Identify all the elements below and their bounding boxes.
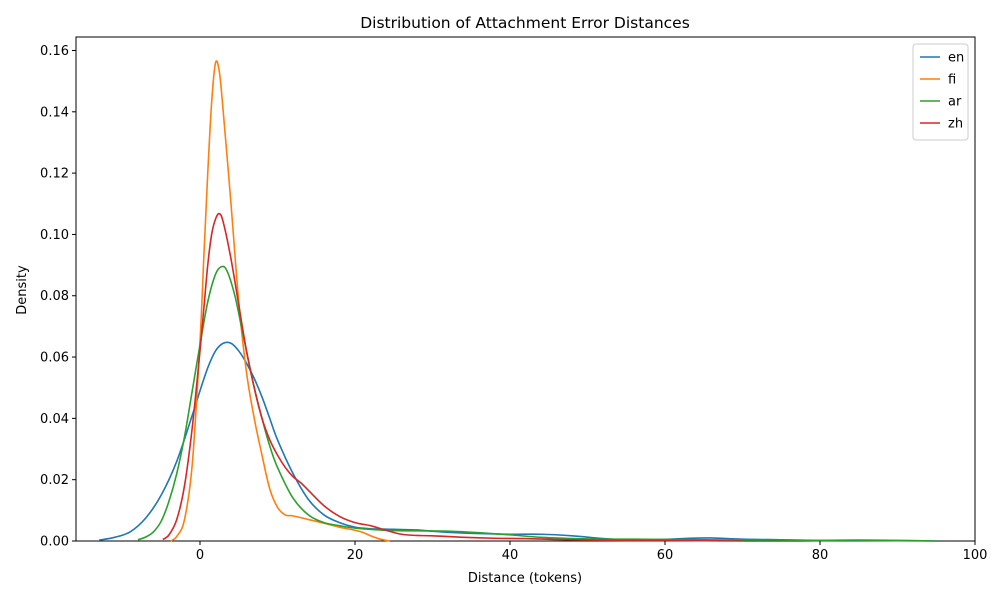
y-tick-label: 0.08 — [40, 289, 69, 304]
x-axis-title: Distance (tokens) — [468, 571, 582, 586]
legend-label-zh: zh — [948, 117, 963, 132]
x-tick-label: 60 — [657, 548, 674, 563]
legend-label-fi: fi — [948, 73, 956, 88]
legend-box — [912, 43, 969, 141]
x-tick-label: 80 — [812, 548, 829, 563]
x-tick-label: 100 — [963, 548, 988, 563]
x-axis: 0 20 40 60 80 100 — [196, 541, 988, 563]
y-tick-label: 0.14 — [40, 105, 69, 120]
x-tick-label: 20 — [347, 548, 364, 563]
series-line-en — [99, 341, 937, 542]
series-line-fi — [170, 60, 391, 542]
y-axis: 0.00 0.02 0.04 0.06 0.08 0.10 0.12 0.14 0.16 — [40, 44, 76, 550]
y-tick-label: 0.10 — [40, 228, 69, 243]
plot-area: 0 20 40 60 80 100 0.00 0.02 0.04 0.06 0.08 0.10 0.1… — [40, 36, 988, 563]
y-tick-label: 0.06 — [40, 351, 69, 366]
y-tick-label: 0.04 — [40, 412, 69, 427]
legend-label-ar: ar — [948, 95, 962, 110]
y-axis-title: Density — [15, 265, 30, 315]
x-tick-label: 40 — [502, 548, 519, 563]
legend: en fi ar zh — [912, 43, 969, 141]
legend-label-en: en — [948, 51, 964, 66]
chart-title: Distribution of Attachment Error Distanc… — [360, 14, 690, 32]
y-tick-label: 0.12 — [40, 167, 69, 182]
x-tick-label: 0 — [196, 548, 204, 563]
series-group — [99, 60, 937, 542]
y-tick-label: 0.02 — [40, 473, 69, 488]
series-line-zh — [162, 212, 743, 542]
y-tick-label: 0.16 — [40, 44, 69, 59]
plot-frame — [75, 36, 976, 542]
y-tick-label: 0.00 — [40, 535, 69, 550]
series-line-ar — [137, 265, 937, 542]
